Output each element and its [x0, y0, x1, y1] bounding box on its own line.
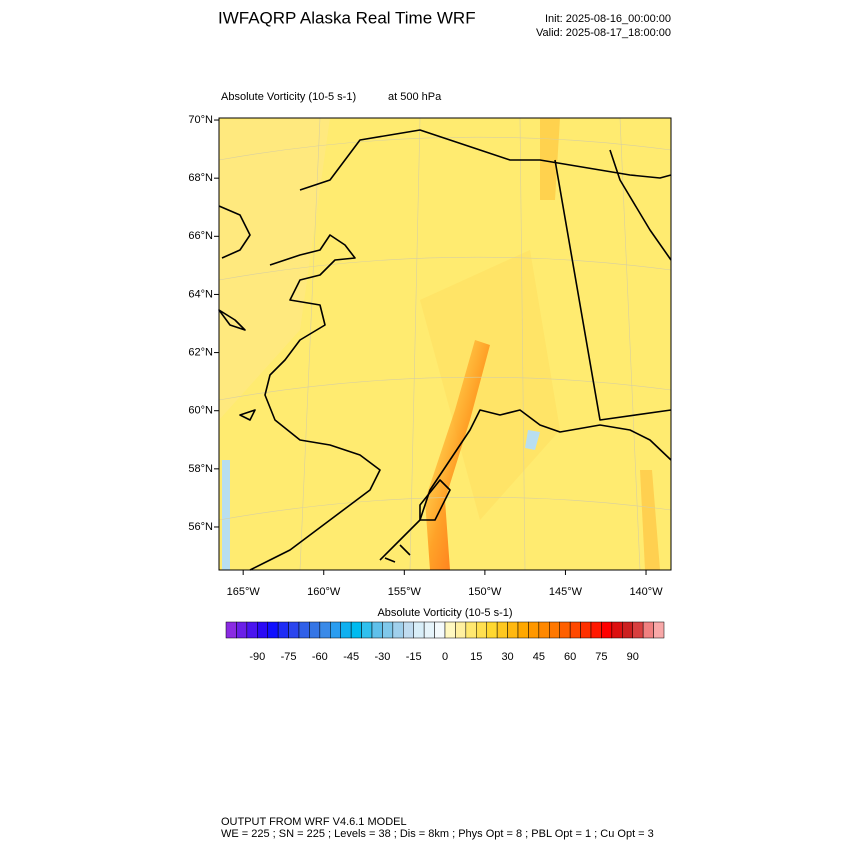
colorbar-swatch [517, 621, 529, 639]
colorbar-swatch [298, 621, 310, 639]
y-tick-label: 60°N [188, 405, 213, 417]
colorbar-label: -60 [312, 651, 328, 663]
map [218, 117, 672, 571]
graticule [218, 117, 672, 571]
colorbar-swatch [319, 621, 331, 639]
colorbar-swatch [496, 621, 508, 639]
colorbar-swatch [642, 621, 654, 639]
colorbar-label: -90 [249, 651, 265, 663]
colorbar-swatch [507, 621, 519, 639]
y-tick-label: 68°N [188, 172, 213, 184]
colorbar-swatch [590, 621, 602, 639]
colorbar-title: Absolute Vorticity (10-5 s-1) [377, 607, 512, 619]
colorbar-swatch [309, 621, 321, 639]
x-tick-label: 150°W [468, 586, 502, 598]
colorbar-label: 15 [470, 651, 482, 663]
x-tick-label: 160°W [307, 586, 341, 598]
y-tick-label: 64°N [188, 288, 213, 300]
colorbar-swatch [476, 621, 487, 639]
colorbar-label: 90 [627, 651, 639, 663]
colorbar-swatch [569, 621, 581, 639]
colorbar-swatch [288, 621, 300, 639]
y-tick-label: 70°N [188, 114, 213, 126]
colorbar-swatch [225, 621, 237, 639]
colorbar-swatch [465, 621, 477, 639]
footer-line: WE = 225 ; SN = 225 ; Levels = 38 ; Dis … [221, 828, 654, 840]
map-frame [218, 117, 672, 571]
y-tick-label: 62°N [188, 346, 213, 358]
colorbar-swatch [403, 621, 414, 639]
colorbar-label: 75 [595, 651, 607, 663]
field-shading [219, 118, 330, 420]
colorbar-swatch [361, 621, 373, 639]
colorbar-swatch [423, 621, 435, 639]
negative-area [525, 430, 540, 450]
colorbar-swatch [549, 621, 560, 639]
colorbar-swatch [653, 621, 665, 639]
colorbar-swatch [632, 621, 644, 639]
init-time: Init: 2025-08-16_00:00:00 [545, 13, 671, 25]
colorbar-swatch [382, 621, 394, 639]
title: IWFAQRP Alaska Real Time WRF [218, 8, 476, 27]
colorbar-swatch [528, 621, 540, 639]
valid-time: Valid: 2025-08-17_18:00:00 [536, 27, 671, 39]
colorbar-swatch [622, 621, 633, 639]
colorbar-label: 0 [442, 651, 448, 663]
colorbar-swatch [559, 621, 571, 639]
colorbar-swatch [601, 621, 613, 639]
colorbar-label: 60 [564, 651, 576, 663]
colorbar-swatch [413, 621, 425, 639]
colorbar-label: -15 [406, 651, 422, 663]
x-tick-label: 155°W [388, 586, 422, 598]
level-label: at 500 hPa [388, 91, 442, 103]
colorbar-swatch [580, 621, 592, 639]
colorbar-swatch [538, 621, 550, 639]
colorbar-swatch [486, 621, 498, 639]
colorbar-swatch [257, 621, 268, 639]
colorbar-label: -45 [343, 651, 359, 663]
colorbar-swatch [350, 621, 362, 639]
vorticity-streak [425, 340, 490, 570]
colorbar-swatch [455, 621, 467, 639]
x-tick-label: 140°W [629, 586, 663, 598]
colorbar-label: 45 [533, 651, 545, 663]
colorbar-swatch [371, 621, 383, 639]
y-tick-label: 58°N [188, 463, 213, 475]
footer-line: OUTPUT FROM WRF V4.6.1 MODEL [221, 816, 407, 828]
colorbar-swatch [267, 621, 279, 639]
field-shading [420, 250, 560, 520]
colorbar-label: -30 [374, 651, 390, 663]
colorbar-swatch [611, 621, 623, 639]
colorbar-swatch [434, 621, 446, 639]
colorbar-label: 30 [501, 651, 513, 663]
colorbar-swatch [444, 621, 456, 639]
y-tick-label: 66°N [188, 230, 213, 242]
field-shading [640, 470, 660, 570]
colorbar-swatch [330, 621, 341, 639]
coastline [218, 129, 672, 571]
colorbar-swatch [246, 621, 258, 639]
negative-area [222, 460, 230, 570]
colorbar-swatch [236, 621, 248, 639]
colorbar-label: -75 [281, 651, 297, 663]
colorbar-swatch [277, 621, 289, 639]
y-tick-label: 56°N [188, 521, 213, 533]
x-tick-label: 165°W [227, 586, 261, 598]
colorbar-swatch [340, 621, 352, 639]
colorbar-swatch [392, 621, 404, 639]
field-label: Absolute Vorticity (10-5 s-1) [221, 91, 356, 103]
x-tick-label: 145°W [549, 586, 583, 598]
